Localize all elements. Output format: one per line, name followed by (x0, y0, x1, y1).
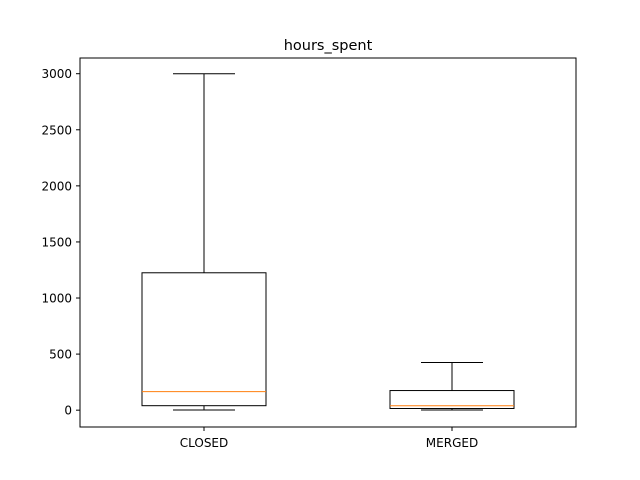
box-group (141, 73, 267, 411)
y-tick-label: 500 (49, 348, 72, 362)
plot-area-frame (79, 57, 577, 428)
y-tick-label: 2500 (41, 123, 72, 137)
y-tick-label: 2000 (41, 179, 72, 193)
box-group (389, 362, 515, 411)
x-tick-label: MERGED (426, 436, 478, 450)
y-tick-label: 1500 (41, 235, 72, 249)
x-tick-label: CLOSED (180, 436, 229, 450)
y-axis: 0 500 1000 1500 2000 2500 3000 (41, 67, 80, 418)
iqr-box (389, 390, 515, 409)
y-tick-label: 3000 (41, 67, 72, 81)
iqr-box (141, 272, 267, 407)
x-axis: CLOSED MERGED (180, 427, 478, 450)
y-tick-label: 1000 (41, 292, 72, 306)
y-tick-label: 0 (64, 404, 72, 418)
boxes-layer (141, 73, 515, 411)
chart-title: hours_spent (284, 38, 373, 54)
